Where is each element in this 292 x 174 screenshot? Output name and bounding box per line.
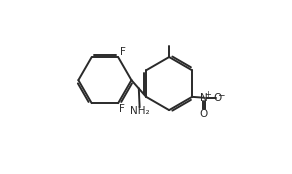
- Text: −: −: [218, 90, 225, 99]
- Text: O: O: [214, 93, 222, 103]
- Text: +: +: [204, 90, 211, 99]
- Text: F: F: [119, 47, 125, 57]
- Text: F: F: [119, 104, 125, 114]
- Text: O: O: [200, 109, 208, 119]
- Text: N: N: [200, 93, 208, 103]
- Text: NH₂: NH₂: [130, 106, 150, 116]
